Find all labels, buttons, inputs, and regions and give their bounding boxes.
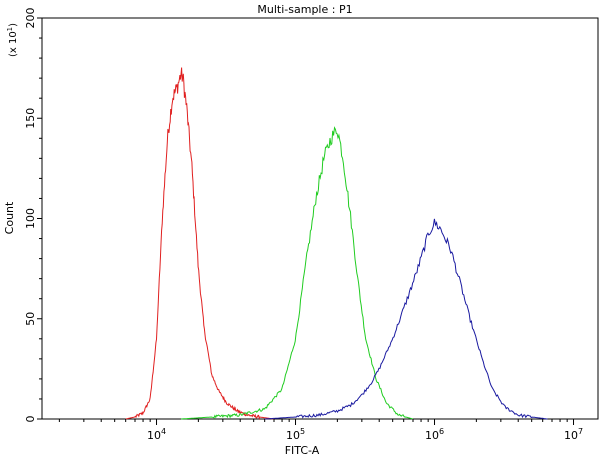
x-tick-base: 10 <box>425 429 439 442</box>
x-tick-label: 106 <box>425 427 444 442</box>
x-tick-exp: 7 <box>578 427 583 436</box>
x-tick-label: 104 <box>147 427 166 442</box>
x-tick-label: 105 <box>286 427 305 442</box>
y-multiplier-exp: 1 <box>6 27 14 31</box>
svg-text:(x 101): (x 101) <box>6 23 19 57</box>
plot-frame <box>41 17 599 420</box>
y-tick-label: 0 <box>24 416 37 423</box>
x-axis: 104 105 106 107 <box>58 419 583 442</box>
y-axis-label: Count <box>3 201 16 234</box>
x-tick-base: 10 <box>564 429 578 442</box>
x-tick-label: 107 <box>564 427 583 442</box>
x-tick-exp: 4 <box>161 427 166 436</box>
y-multiplier-base: (x 10 <box>8 31 19 57</box>
y-tick-label: 100 <box>24 208 37 229</box>
x-tick-exp: 6 <box>439 427 444 436</box>
y-tick-label: 150 <box>24 108 37 129</box>
y-multiplier-label: (x 101) <box>6 23 19 57</box>
x-axis-label: FITC-A <box>285 444 320 457</box>
x-tick-base: 10 <box>286 429 300 442</box>
x-tick-exp: 5 <box>300 427 305 436</box>
histogram-series-2 <box>180 126 414 420</box>
histogram-series-1 <box>125 67 275 421</box>
y-tick-label: 200 <box>24 8 37 29</box>
y-tick-label: 50 <box>24 312 37 326</box>
y-axis: 0 50 100 150 200 <box>24 8 42 423</box>
chart-title: Multi-sample : P1 <box>257 3 352 16</box>
series-layer <box>125 67 548 421</box>
x-tick-base: 10 <box>147 429 161 442</box>
histogram-series-3 <box>264 218 548 420</box>
